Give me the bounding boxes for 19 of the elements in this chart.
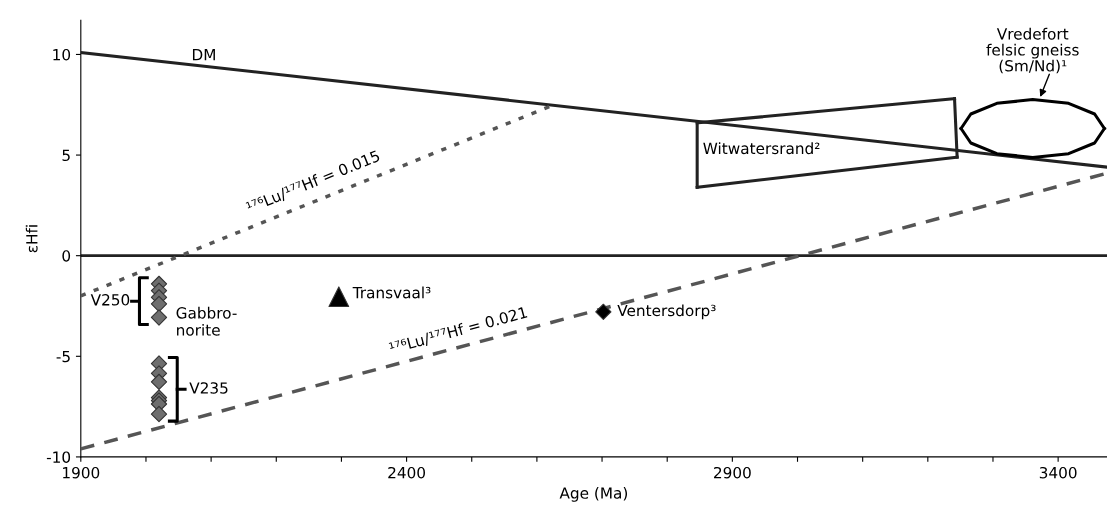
annotation: Transvaal³ bbox=[352, 286, 431, 299]
x-tick-label: 1900 bbox=[63, 466, 100, 479]
annotation: Gabbro- norite bbox=[176, 306, 237, 336]
annotation: V250 bbox=[90, 294, 130, 306]
y-tick-label: 10 bbox=[53, 48, 71, 61]
y-axis-title: εHfi bbox=[25, 225, 38, 253]
x-tick-label: 3400 bbox=[1039, 466, 1077, 479]
annotation: DM bbox=[192, 49, 215, 61]
annotation: Vredefort felsic gneiss (Sm/Nd)¹ bbox=[986, 27, 1079, 74]
annotation: Witwatersrand² bbox=[703, 142, 820, 155]
y-tick-label: -10 bbox=[46, 451, 71, 463]
x-tick-label: 2400 bbox=[388, 466, 426, 479]
y-tick-label: -5 bbox=[56, 350, 70, 363]
x-axis-title: Age (Ma) bbox=[559, 487, 628, 502]
annotation: Ventersdorp³ bbox=[617, 304, 716, 320]
x-tick-label: 2900 bbox=[714, 466, 751, 479]
annotation: V235 bbox=[189, 382, 228, 394]
y-tick-label: 0 bbox=[62, 250, 71, 262]
y-tick-label: 5 bbox=[62, 149, 70, 162]
